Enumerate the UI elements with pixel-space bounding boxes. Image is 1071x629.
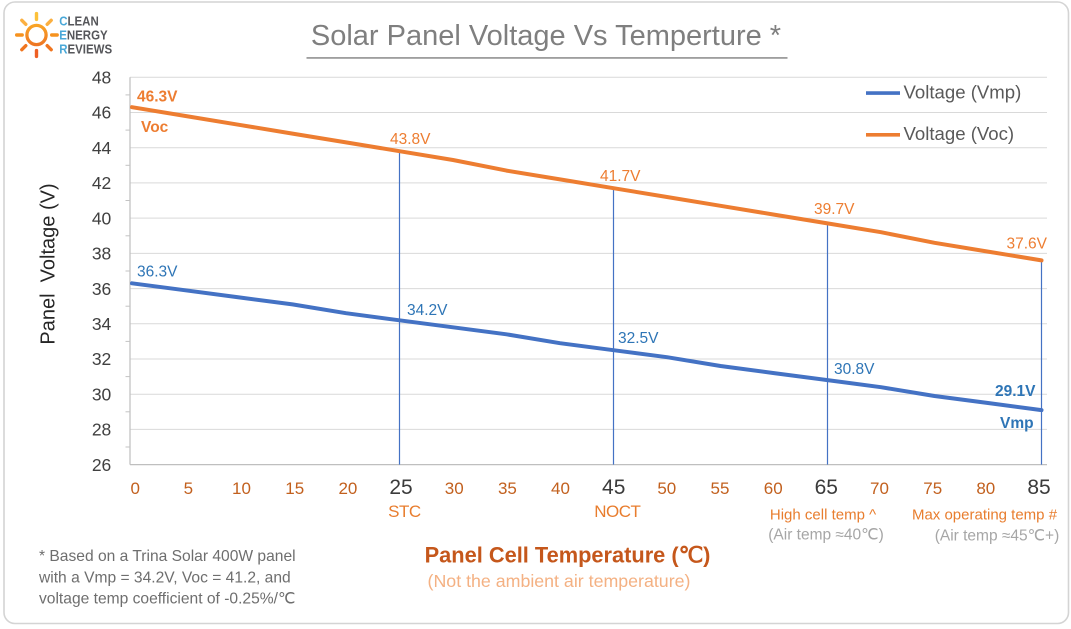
svg-text:NOCT: NOCT xyxy=(594,502,640,521)
svg-text:voltage temp coefficient of -0: voltage temp coefficient of -0.25%/℃ xyxy=(39,591,295,608)
svg-text:with a Vmp = 34.2V, Voc = 41.2: with a Vmp = 34.2V, Voc = 41.2, and xyxy=(38,569,291,586)
svg-text:55: 55 xyxy=(711,479,730,498)
svg-text:REVIEWS: REVIEWS xyxy=(59,42,112,57)
svg-text:29.1V: 29.1V xyxy=(995,383,1036,400)
svg-text:(Air temp ≈45℃+): (Air temp ≈45℃+) xyxy=(935,528,1060,545)
svg-text:70: 70 xyxy=(870,479,889,498)
svg-text:30.8V: 30.8V xyxy=(834,361,875,378)
svg-text:Panel Cell Temperature (℃): Panel Cell Temperature (℃) xyxy=(425,543,711,568)
svg-text:40: 40 xyxy=(551,479,570,498)
svg-text:(Air temp ≈40℃): (Air temp ≈40℃) xyxy=(768,527,884,544)
svg-text:40: 40 xyxy=(92,208,112,228)
svg-text:39.7V: 39.7V xyxy=(814,201,855,218)
svg-text:Voc: Voc xyxy=(141,119,169,136)
svg-text:Max operating temp #: Max operating temp # xyxy=(912,507,1058,524)
svg-text:75: 75 xyxy=(923,479,942,498)
svg-text:28: 28 xyxy=(92,420,111,440)
svg-text:32.5V: 32.5V xyxy=(618,330,659,347)
svg-text:20: 20 xyxy=(338,479,357,498)
svg-text:Solar Panel Voltage Vs Tempert: Solar Panel Voltage Vs Temperture * xyxy=(311,20,781,52)
svg-text:Vmp: Vmp xyxy=(1000,415,1034,432)
svg-text:STC: STC xyxy=(388,502,421,521)
svg-text:32: 32 xyxy=(92,349,111,369)
svg-text:25: 25 xyxy=(389,476,412,499)
svg-text:5: 5 xyxy=(184,479,193,498)
svg-text:45: 45 xyxy=(602,476,625,499)
svg-text:Voltage (Vmp): Voltage (Vmp) xyxy=(904,81,1022,102)
svg-text:0: 0 xyxy=(130,479,139,498)
svg-text:ENERGY: ENERGY xyxy=(59,28,108,43)
svg-text:42: 42 xyxy=(92,173,111,193)
svg-text:34: 34 xyxy=(92,314,112,334)
svg-text:Panel Voltage (V): Panel Voltage (V) xyxy=(38,183,60,344)
svg-text:65: 65 xyxy=(815,476,838,499)
svg-text:10: 10 xyxy=(232,479,251,498)
svg-text:34.2V: 34.2V xyxy=(407,302,448,319)
svg-text:26: 26 xyxy=(92,455,111,475)
svg-text:46: 46 xyxy=(92,103,111,123)
svg-text:50: 50 xyxy=(657,479,676,498)
svg-text:37.6V: 37.6V xyxy=(1007,236,1048,253)
svg-text:38: 38 xyxy=(92,244,111,264)
svg-text:48: 48 xyxy=(92,68,111,88)
svg-text:Voltage (Voc): Voltage (Voc) xyxy=(904,123,1015,144)
svg-text:36: 36 xyxy=(92,279,111,299)
svg-text:* Based on a Trina Solar 400W: * Based on a Trina Solar 400W panel xyxy=(39,548,296,565)
svg-text:44: 44 xyxy=(92,138,112,158)
svg-text:15: 15 xyxy=(285,479,304,498)
svg-text:(Not the ambient air temperatu: (Not the ambient air temperature) xyxy=(428,571,691,591)
svg-text:30: 30 xyxy=(445,479,464,498)
svg-text:CLEAN: CLEAN xyxy=(59,14,99,29)
svg-text:High cell temp ^: High cell temp ^ xyxy=(770,507,876,524)
svg-text:41.7V: 41.7V xyxy=(600,168,641,185)
svg-text:60: 60 xyxy=(764,479,783,498)
svg-text:36.3V: 36.3V xyxy=(137,264,178,281)
svg-text:46.3V: 46.3V xyxy=(137,89,178,106)
svg-text:80: 80 xyxy=(976,479,995,498)
svg-text:43.8V: 43.8V xyxy=(390,131,431,148)
svg-text:30: 30 xyxy=(92,384,112,404)
svg-text:35: 35 xyxy=(498,479,517,498)
svg-text:85: 85 xyxy=(1027,476,1050,499)
